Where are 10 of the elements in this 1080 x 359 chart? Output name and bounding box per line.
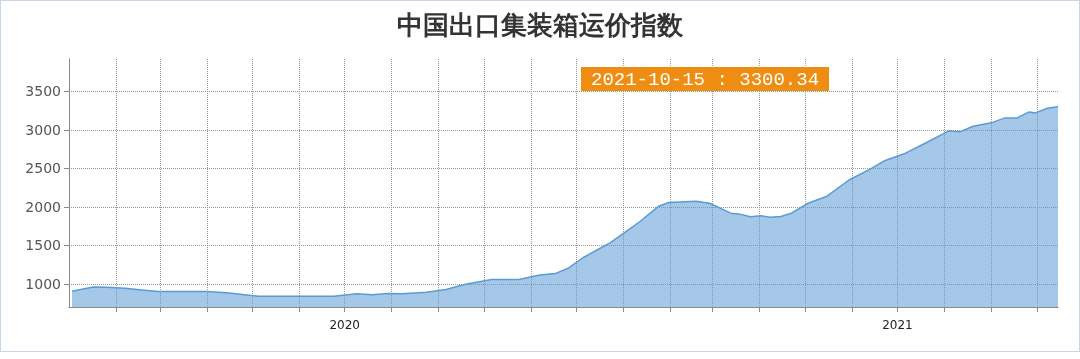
x-tick-label: 2021 [882, 318, 913, 332]
chart-title: 中国出口集装箱运价指数 [397, 10, 684, 40]
y-tick-label: 2500 [25, 160, 61, 177]
y-tick-label: 3500 [25, 83, 61, 100]
x-tick-label: 2020 [329, 318, 360, 332]
y-tick-label: 1500 [25, 237, 61, 254]
annotation: 2021-10-15 : 3300.34 [591, 68, 820, 91]
y-tick-label: 2000 [25, 198, 61, 215]
y-tick-label: 1000 [25, 275, 61, 292]
y-tick-label: 3000 [25, 121, 61, 138]
